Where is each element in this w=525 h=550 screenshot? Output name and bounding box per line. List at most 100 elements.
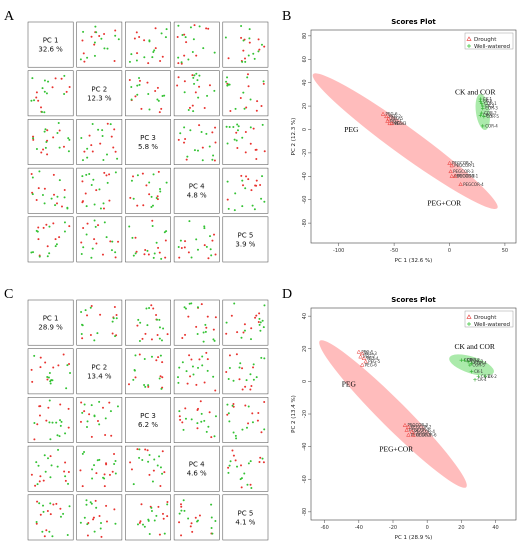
drought-point bbox=[245, 175, 248, 178]
well-watered-point bbox=[83, 516, 86, 519]
well-watered-point bbox=[159, 187, 162, 190]
drought-point bbox=[35, 522, 38, 525]
drought-point bbox=[156, 195, 159, 198]
well-watered-point bbox=[46, 255, 49, 258]
drought-point bbox=[110, 434, 113, 437]
well-watered-point bbox=[115, 317, 118, 320]
well-watered-point bbox=[187, 517, 190, 520]
well-watered-point bbox=[32, 251, 35, 254]
drought-point bbox=[164, 256, 167, 259]
drought-point bbox=[183, 141, 186, 144]
well-watered-point bbox=[56, 195, 59, 198]
drought-point bbox=[448, 169, 453, 174]
x-tick-label: -20 bbox=[389, 525, 397, 531]
well-watered-point bbox=[85, 233, 88, 236]
drought-point bbox=[114, 256, 117, 259]
drought-point bbox=[140, 107, 143, 110]
well-watered-point bbox=[138, 456, 141, 459]
drought-point bbox=[49, 455, 52, 458]
drought-point bbox=[201, 146, 204, 149]
drought-point bbox=[157, 356, 160, 359]
well-watered-point bbox=[48, 372, 51, 375]
well-watered-point bbox=[43, 454, 46, 457]
well-watered-point bbox=[67, 482, 70, 485]
drought-point bbox=[36, 500, 39, 503]
drought-point bbox=[35, 199, 38, 202]
well-watered-point bbox=[231, 404, 234, 407]
drought-point bbox=[90, 35, 93, 38]
well-watered-point bbox=[48, 225, 51, 228]
drought-point bbox=[113, 508, 116, 511]
well-watered-point bbox=[213, 339, 216, 342]
point-label: PEGCOR-4 bbox=[463, 182, 484, 187]
point-label: COR-5 bbox=[486, 114, 499, 119]
drought-point bbox=[256, 419, 259, 422]
drought-point bbox=[82, 52, 85, 55]
point-label: CK-4 bbox=[478, 377, 487, 382]
point-label: PEG-1 bbox=[361, 349, 373, 354]
well-watered-point bbox=[56, 131, 59, 134]
well-watered-point bbox=[93, 203, 96, 206]
well-watered-point bbox=[35, 147, 38, 150]
drought-point bbox=[136, 324, 139, 327]
well-watered-point bbox=[255, 376, 258, 379]
drought-point bbox=[95, 242, 98, 245]
component-label: PC 1 bbox=[43, 37, 59, 45]
well-watered-point bbox=[192, 38, 195, 41]
well-watered-point bbox=[241, 60, 244, 63]
drought-point bbox=[248, 41, 251, 44]
y-axis-label: PC 2 (12.3 %) bbox=[291, 118, 297, 156]
drought-point bbox=[384, 114, 389, 119]
point-label: PEG-2 bbox=[363, 354, 375, 359]
drought-point bbox=[157, 246, 160, 249]
well-watered-point bbox=[163, 231, 166, 234]
confidence-ellipse bbox=[319, 340, 467, 488]
x-tick-label: -60 bbox=[321, 525, 329, 531]
drought-point bbox=[79, 420, 82, 423]
well-watered-point bbox=[55, 421, 58, 424]
well-watered-point bbox=[91, 468, 94, 471]
well-watered-point bbox=[234, 434, 237, 437]
well-watered-point bbox=[106, 47, 109, 50]
well-watered-point bbox=[82, 30, 85, 33]
well-watered-point bbox=[94, 25, 97, 28]
well-watered-point bbox=[79, 58, 82, 61]
well-watered-point bbox=[54, 204, 57, 207]
well-watered-point bbox=[196, 306, 199, 309]
drought-point bbox=[188, 354, 191, 357]
drought-point bbox=[64, 479, 67, 482]
well-watered-point bbox=[136, 523, 139, 526]
well-watered-point bbox=[45, 140, 48, 143]
well-watered-point bbox=[252, 378, 255, 381]
well-watered-point bbox=[473, 377, 477, 382]
well-watered-point bbox=[64, 432, 67, 435]
well-watered-point bbox=[136, 174, 139, 177]
drought-point bbox=[155, 314, 158, 317]
well-watered-point bbox=[236, 129, 239, 132]
well-watered-point bbox=[211, 532, 214, 535]
well-watered-point bbox=[196, 79, 199, 82]
well-watered-point bbox=[165, 181, 168, 184]
well-watered-point bbox=[236, 465, 239, 468]
group-annotation: PEG bbox=[342, 379, 357, 388]
well-watered-point bbox=[93, 219, 96, 222]
well-watered-point bbox=[482, 114, 486, 119]
drought-point bbox=[98, 34, 101, 37]
y-tick-label: 40 bbox=[302, 79, 308, 85]
matrix-cell bbox=[125, 494, 171, 541]
well-watered-point bbox=[158, 377, 161, 380]
well-watered-point bbox=[186, 155, 189, 158]
drought-point bbox=[177, 138, 180, 141]
well-watered-point bbox=[248, 28, 251, 31]
drought-point bbox=[152, 307, 155, 310]
drought-point bbox=[214, 253, 217, 256]
well-watered-point bbox=[249, 460, 252, 463]
well-watered-point bbox=[250, 487, 253, 490]
drought-point bbox=[161, 450, 164, 453]
drought-point bbox=[249, 142, 252, 145]
well-watered-point bbox=[214, 415, 217, 418]
drought-point bbox=[133, 37, 136, 40]
well-watered-point bbox=[483, 374, 488, 379]
well-watered-point bbox=[184, 417, 187, 420]
well-watered-point bbox=[48, 530, 51, 533]
